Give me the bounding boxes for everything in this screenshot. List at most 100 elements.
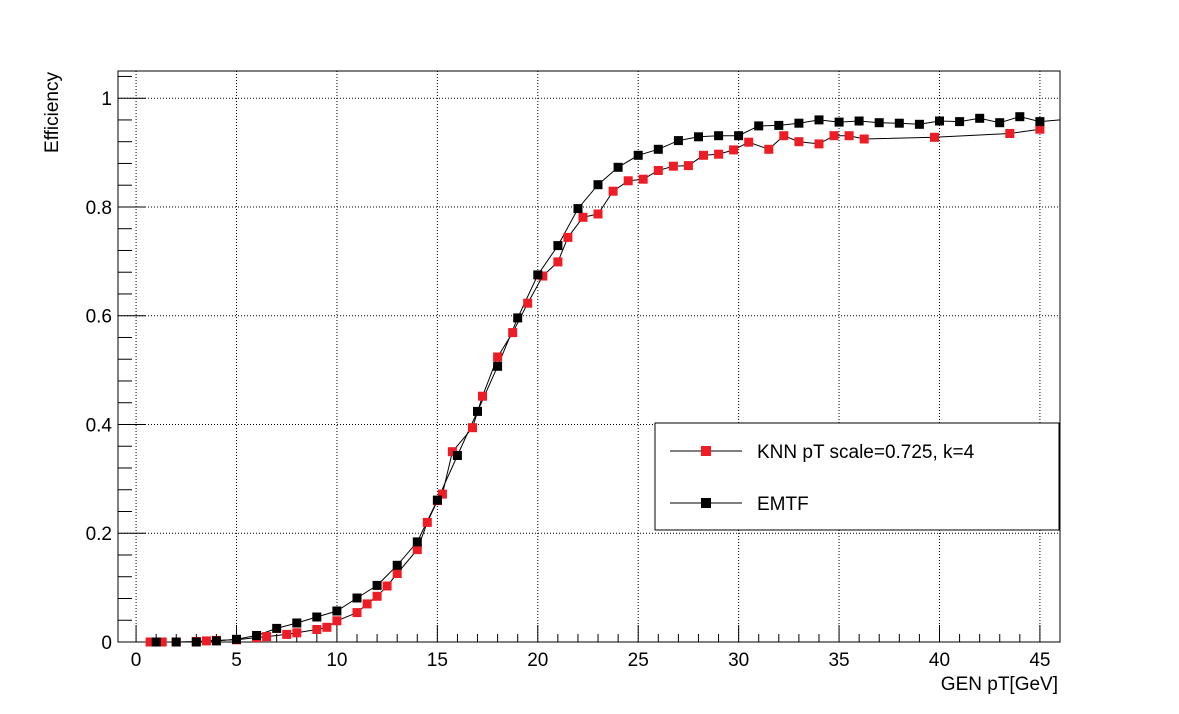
data-point-series-1 bbox=[352, 593, 362, 603]
data-point-series-1 bbox=[734, 131, 744, 141]
y-tick-label: 0.4 bbox=[86, 415, 113, 436]
data-point-series-0 bbox=[1035, 124, 1045, 134]
data-point-series-0 bbox=[608, 186, 618, 196]
data-point-series-0 bbox=[478, 391, 487, 401]
data-point-series-1 bbox=[814, 115, 824, 125]
data-point-series-0 bbox=[362, 599, 372, 609]
data-point-series-0 bbox=[844, 131, 854, 141]
series-line-0 bbox=[150, 128, 1040, 643]
x-tick-label: 20 bbox=[527, 650, 548, 671]
data-point-series-1 bbox=[493, 361, 503, 371]
x-tick-label: 35 bbox=[828, 650, 849, 671]
x-tick-label: 45 bbox=[1029, 650, 1050, 671]
data-point-series-1 bbox=[171, 637, 181, 647]
data-point-series-1 bbox=[914, 119, 924, 129]
data-point-series-1 bbox=[252, 631, 262, 640]
data-point-series-0 bbox=[714, 149, 724, 159]
data-point-series-0 bbox=[322, 622, 332, 632]
data-point-series-0 bbox=[352, 608, 362, 618]
data-point-series-0 bbox=[1005, 129, 1015, 138]
data-point-series-0 bbox=[523, 298, 533, 308]
data-point-series-0 bbox=[683, 161, 693, 171]
axis-ticks bbox=[118, 75, 1061, 643]
data-point-series-1 bbox=[834, 117, 844, 127]
x-tick-label: 10 bbox=[326, 650, 347, 671]
data-point-series-1 bbox=[774, 120, 784, 130]
data-point-series-1 bbox=[151, 637, 161, 647]
data-point-series-0 bbox=[744, 137, 754, 147]
y-axis-label: Efficiency bbox=[42, 72, 63, 153]
x-tick-label: 0 bbox=[131, 650, 142, 671]
data-point-series-1 bbox=[1035, 117, 1045, 127]
data-point-series-1 bbox=[874, 118, 884, 128]
data-point-series-0 bbox=[292, 628, 302, 638]
data-point-series-0 bbox=[145, 637, 155, 647]
legend: KNN pT scale=0.725, k=4 EMTF bbox=[654, 422, 1060, 531]
y-tick-label: 0.2 bbox=[86, 524, 112, 545]
data-point-series-0 bbox=[653, 166, 663, 175]
data-point-series-0 bbox=[638, 174, 648, 184]
data-point-series-0 bbox=[794, 137, 804, 147]
data-point-series-1 bbox=[955, 117, 965, 127]
data-point-series-0 bbox=[447, 447, 457, 457]
y-tick-label: 0.8 bbox=[86, 198, 112, 219]
data-point-series-1 bbox=[854, 116, 864, 126]
data-point-series-1 bbox=[432, 495, 442, 505]
data-point-series-1 bbox=[553, 241, 563, 251]
series-line-1 bbox=[156, 116, 1061, 643]
data-point-series-1 bbox=[292, 618, 302, 628]
plot-frame bbox=[117, 70, 1061, 643]
series-layer bbox=[145, 112, 1061, 647]
data-point-series-0 bbox=[282, 629, 292, 639]
data-point-series-1 bbox=[1015, 112, 1025, 122]
legend-label-knn: KNN pT scale=0.725, k=4 bbox=[757, 442, 975, 463]
data-point-series-0 bbox=[412, 545, 422, 555]
x-axis-label: GEN pT[GeV] bbox=[941, 674, 1058, 695]
y-tick-label: 0 bbox=[101, 633, 112, 654]
data-point-series-0 bbox=[201, 636, 211, 646]
data-point-series-0 bbox=[578, 212, 588, 222]
data-point-series-0 bbox=[829, 131, 839, 141]
data-point-series-0 bbox=[553, 257, 563, 267]
legend-box bbox=[654, 422, 1060, 531]
data-point-series-1 bbox=[392, 560, 402, 570]
data-point-series-0 bbox=[372, 591, 382, 601]
data-point-series-1 bbox=[794, 118, 804, 128]
data-point-series-0 bbox=[699, 150, 708, 160]
x-tick-label: 40 bbox=[929, 650, 950, 671]
data-point-series-0 bbox=[623, 176, 633, 186]
data-point-series-0 bbox=[468, 423, 477, 433]
data-point-series-1 bbox=[694, 132, 703, 142]
data-point-series-1 bbox=[573, 204, 583, 214]
legend-marker-emtf bbox=[701, 498, 711, 508]
data-point-series-0 bbox=[437, 489, 447, 499]
data-point-series-0 bbox=[493, 352, 503, 362]
tick-labels: 0 5 10 15 20 25 30 35 40 45 0 0.2 0.4 0.6 0.8 1 bbox=[86, 89, 1051, 671]
data-point-series-1 bbox=[473, 406, 482, 416]
data-point-series-1 bbox=[894, 118, 904, 128]
legend-marker-knn bbox=[701, 446, 711, 456]
data-point-series-1 bbox=[372, 580, 382, 590]
x-tick-label: 30 bbox=[728, 650, 749, 671]
data-point-series-1 bbox=[191, 637, 201, 647]
y-tick-label: 0.6 bbox=[86, 307, 112, 328]
grid bbox=[118, 71, 1060, 643]
x-tick-label: 15 bbox=[427, 650, 448, 671]
data-point-series-1 bbox=[975, 113, 985, 123]
legend-label-emtf: EMTF bbox=[757, 494, 809, 515]
data-point-series-1 bbox=[653, 144, 663, 154]
data-point-series-0 bbox=[668, 161, 678, 171]
data-point-series-0 bbox=[382, 581, 392, 591]
data-point-series-1 bbox=[232, 634, 241, 644]
data-point-series-0 bbox=[262, 632, 272, 642]
data-point-series-1 bbox=[714, 131, 724, 141]
data-point-series-0 bbox=[859, 134, 869, 144]
data-point-series-0 bbox=[930, 132, 939, 142]
data-point-series-0 bbox=[563, 232, 573, 242]
data-point-series-1 bbox=[995, 118, 1005, 128]
data-point-series-0 bbox=[764, 144, 774, 154]
data-point-series-0 bbox=[729, 145, 739, 155]
data-point-series-0 bbox=[779, 131, 789, 141]
data-point-series-1 bbox=[673, 136, 683, 146]
